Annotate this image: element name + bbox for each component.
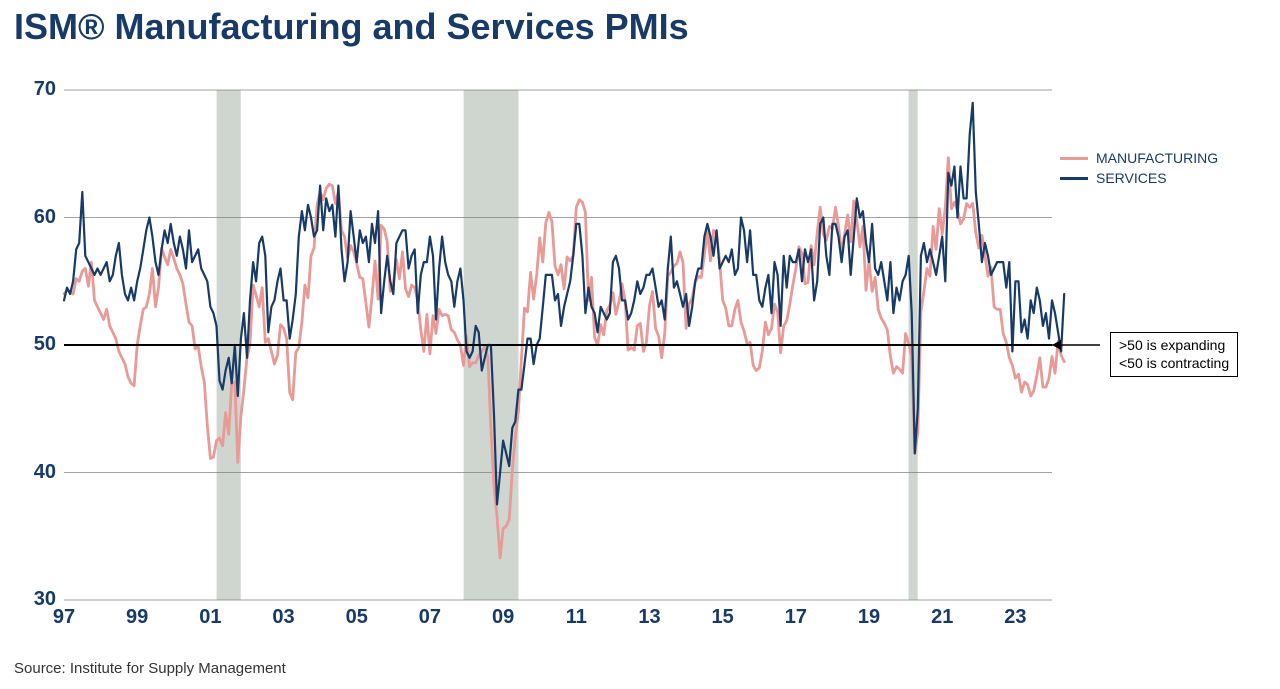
legend-swatch bbox=[1060, 157, 1088, 160]
x-tick-label: 13 bbox=[629, 606, 669, 629]
x-tick-label: 07 bbox=[410, 606, 450, 629]
source-text: Source: Institute for Supply Management bbox=[14, 660, 286, 677]
chart-card: ISM® Manufacturing and Services PMIs MAN… bbox=[0, 0, 1280, 689]
x-tick-label: 97 bbox=[44, 606, 84, 629]
x-tick-label: 05 bbox=[337, 606, 377, 629]
x-tick-label: 15 bbox=[703, 606, 743, 629]
y-tick-label: 40 bbox=[16, 461, 56, 484]
x-tick-label: 23 bbox=[995, 606, 1035, 629]
y-tick-label: 70 bbox=[16, 78, 56, 101]
chart-svg bbox=[0, 0, 1280, 689]
legend: MANUFACTURING SERVICES bbox=[1060, 150, 1218, 190]
x-tick-label: 17 bbox=[776, 606, 816, 629]
legend-label: MANUFACTURING bbox=[1096, 150, 1218, 166]
legend-label: SERVICES bbox=[1096, 170, 1167, 186]
x-tick-label: 11 bbox=[556, 606, 596, 629]
legend-swatch bbox=[1060, 177, 1088, 180]
x-tick-label: 03 bbox=[264, 606, 304, 629]
threshold-callout: >50 is expanding <50 is contracting bbox=[1110, 332, 1238, 377]
x-tick-label: 09 bbox=[483, 606, 523, 629]
x-tick-label: 01 bbox=[190, 606, 230, 629]
legend-item: MANUFACTURING bbox=[1060, 150, 1218, 166]
x-tick-label: 19 bbox=[849, 606, 889, 629]
x-tick-label: 99 bbox=[117, 606, 157, 629]
x-tick-label: 21 bbox=[922, 606, 962, 629]
legend-item: SERVICES bbox=[1060, 170, 1218, 186]
y-tick-label: 50 bbox=[16, 333, 56, 356]
y-tick-label: 60 bbox=[16, 206, 56, 229]
